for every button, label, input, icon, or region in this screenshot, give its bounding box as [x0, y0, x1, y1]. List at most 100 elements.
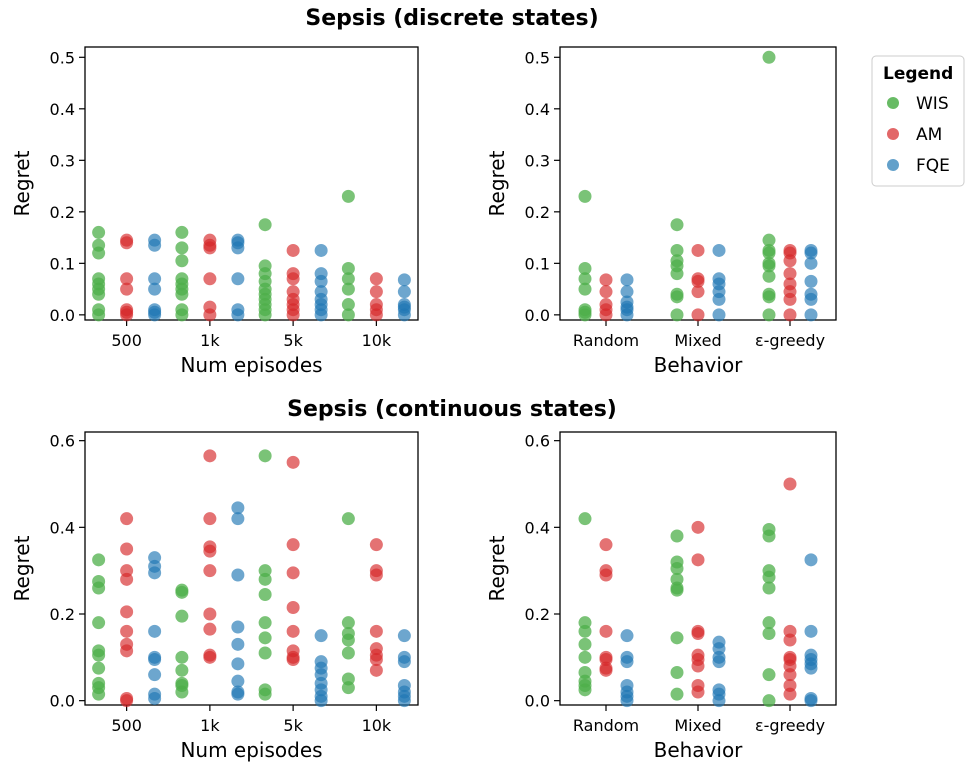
legend-marker-wis	[887, 97, 899, 109]
point-am	[599, 568, 613, 582]
point-fqe	[314, 629, 328, 643]
point-wis	[341, 646, 355, 660]
point-wis	[762, 308, 776, 322]
point-wis	[670, 631, 684, 645]
point-am	[369, 663, 383, 677]
legend-marker-fqe	[887, 159, 899, 171]
point-wis	[341, 261, 355, 275]
point-fqe	[231, 687, 245, 701]
point-am	[120, 236, 134, 250]
x-tick-label: 5k	[283, 331, 303, 350]
point-am	[599, 308, 613, 322]
point-am	[203, 650, 217, 664]
chart-continuous-behavior: 0.0 0.2 0.4 0.6 Random Mixed ε-greedy Behavior R…	[485, 431, 837, 762]
y-axis-label: Regret	[10, 535, 34, 601]
point-wis	[341, 616, 355, 630]
point-fqe	[148, 566, 162, 580]
point-wis	[341, 272, 355, 286]
point-wis	[762, 570, 776, 584]
y-tick-label: 0.2	[50, 605, 75, 624]
legend-frame	[871, 55, 965, 187]
y-tick-label: 0.4	[525, 100, 550, 119]
point-fqe	[148, 692, 162, 705]
point-wis	[92, 687, 106, 701]
point-am	[369, 308, 383, 322]
point-am	[783, 687, 797, 701]
point-fqe	[620, 273, 634, 287]
point-wis	[762, 246, 776, 260]
y-tick-label: 0.1	[50, 254, 75, 273]
point-am	[691, 285, 705, 299]
point-wis	[670, 290, 684, 304]
point-am	[286, 308, 300, 322]
y-tick-label: 0.0	[50, 692, 75, 711]
point-wis	[578, 624, 592, 638]
point-wis	[258, 449, 272, 463]
point-wis	[762, 627, 776, 640]
point-am	[691, 685, 705, 699]
point-am	[783, 477, 797, 491]
x-tick-label: 5k	[283, 716, 303, 735]
point-am	[286, 624, 300, 638]
y-tick-label: 0.5	[525, 48, 550, 67]
x-tick-label: 1k	[200, 331, 220, 350]
point-am	[203, 241, 217, 255]
y-tick-label: 0.0	[525, 692, 550, 711]
point-wis	[258, 646, 272, 660]
point-am	[783, 633, 797, 647]
point-am	[203, 544, 217, 558]
point-fqe	[231, 501, 245, 515]
y-tick-label: 0.0	[525, 306, 550, 325]
point-fqe	[620, 308, 634, 322]
point-fqe	[620, 694, 634, 708]
point-wis	[762, 269, 776, 283]
point-wis	[670, 666, 684, 679]
point-fqe	[712, 655, 726, 669]
point-wis	[578, 650, 592, 664]
y-tick-label: 0.4	[50, 100, 75, 119]
point-am	[691, 243, 705, 257]
x-tick-label: ε-greedy	[755, 716, 825, 735]
point-wis	[258, 631, 272, 645]
point-wis	[670, 562, 684, 575]
point-wis	[92, 287, 106, 301]
point-am	[369, 272, 383, 286]
legend-label-am: AM	[916, 125, 942, 145]
point-am	[203, 272, 217, 286]
point-wis	[578, 261, 592, 275]
x-tick-label: Mixed	[674, 331, 721, 350]
point-fqe	[804, 246, 818, 260]
point-am	[286, 653, 300, 666]
point-wis	[341, 189, 355, 203]
y-tick-label: 0.6	[50, 432, 75, 451]
point-fqe	[314, 694, 328, 708]
point-am	[369, 653, 383, 666]
point-fqe	[712, 694, 726, 708]
point-am	[120, 624, 134, 638]
point-wis	[92, 553, 106, 567]
point-wis	[92, 308, 106, 322]
point-am	[369, 568, 383, 582]
point-wis	[92, 246, 106, 260]
point-am	[783, 267, 797, 281]
point-fqe	[231, 568, 245, 582]
point-am	[691, 553, 705, 567]
point-fqe	[231, 620, 245, 634]
point-am	[120, 644, 134, 658]
point-am	[286, 601, 300, 614]
point-fqe	[148, 238, 162, 252]
y-tick-label: 0.2	[50, 203, 75, 222]
x-tick-label: 10k	[362, 716, 392, 735]
y-tick-label: 0.6	[525, 432, 550, 451]
point-wis	[175, 585, 189, 599]
point-wis	[341, 298, 355, 312]
x-axis-label: Behavior	[654, 738, 744, 762]
section-title-discrete: Sepsis (discrete states)	[305, 6, 598, 31]
point-wis	[341, 633, 355, 647]
point-fqe	[231, 637, 245, 651]
point-fqe	[148, 272, 162, 286]
point-am	[120, 272, 134, 286]
point-wis	[762, 529, 776, 543]
point-fqe	[397, 694, 411, 708]
point-am	[369, 538, 383, 552]
